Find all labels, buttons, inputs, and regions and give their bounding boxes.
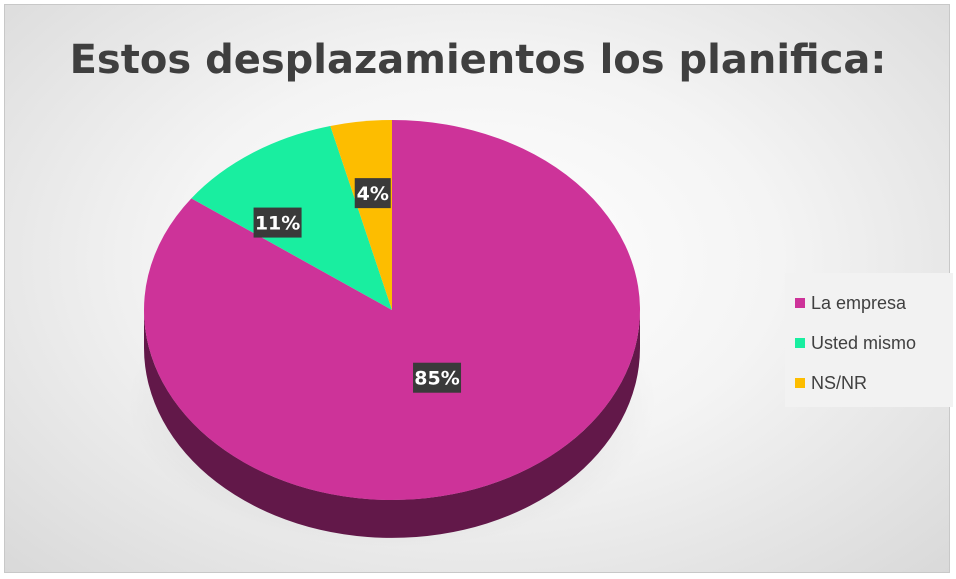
pie-slice-ns-nr <box>330 120 392 310</box>
legend-item-ns-nr: NS/NR <box>795 363 953 403</box>
chart-title: Estos desplazamientos los planifica: <box>69 37 887 83</box>
chart-frame: Estos desplazamientos los planifica: 85%… <box>4 4 953 573</box>
data-label-box <box>354 178 391 209</box>
data-label-ns-nr: 4% <box>354 178 391 209</box>
legend-item-usted-mismo: Usted mismo <box>795 323 953 363</box>
legend-swatch <box>795 338 805 348</box>
legend-label: NS/NR <box>811 372 868 393</box>
data-label-text: 85% <box>414 368 459 390</box>
legend-swatch <box>795 298 805 308</box>
pie-side-wall <box>144 310 640 538</box>
data-label-la-empresa: 85% <box>413 362 462 393</box>
data-label-text: 11% <box>255 213 300 235</box>
data-label-text: 4% <box>357 183 389 205</box>
legend-label: Usted mismo <box>811 332 917 353</box>
legend-swatch <box>795 378 805 388</box>
legend-label: La empresa <box>811 292 907 313</box>
legend: La empresa Usted mismo NS/NR <box>785 273 953 407</box>
data-label-box <box>253 207 302 238</box>
data-label-usted-mismo: 11% <box>253 207 302 238</box>
pie-chart: 85% 11% 4% <box>127 120 657 548</box>
data-label-box <box>413 362 462 393</box>
legend-item-la-empresa: La empresa <box>795 283 953 323</box>
